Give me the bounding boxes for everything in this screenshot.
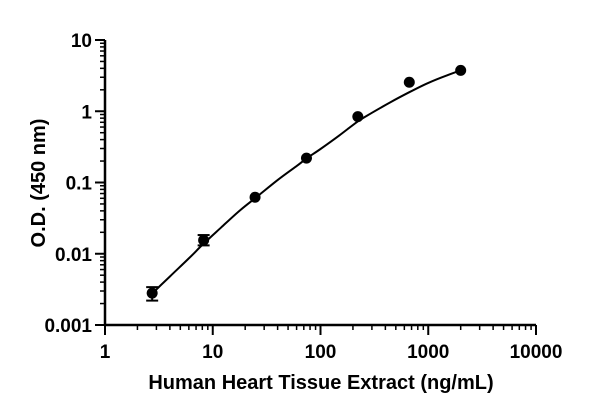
x-axis-title: Human Heart Tissue Extract (ng/mL) xyxy=(148,372,493,394)
y-ticks: 0.001 0.01 0.1 1 10 xyxy=(44,31,105,337)
x-tick-label: 10 xyxy=(202,342,223,363)
y-axis-title: O.D. (450 nm) xyxy=(28,119,50,248)
axes xyxy=(103,40,536,327)
data-point xyxy=(146,287,158,299)
data-point xyxy=(455,64,467,76)
data-point xyxy=(249,191,261,203)
x-tick-label: 10000 xyxy=(510,342,563,363)
data-point xyxy=(300,152,312,164)
data-points xyxy=(146,64,467,299)
y-tick-label: 0.01 xyxy=(55,245,92,266)
x-tick-label: 1 xyxy=(100,342,111,363)
data-point xyxy=(198,234,210,246)
fit-curve xyxy=(150,69,462,296)
y-tick-label: 0.1 xyxy=(66,174,93,195)
y-tick-label: 1 xyxy=(81,102,92,123)
x-tick-label: 1000 xyxy=(407,342,449,363)
data-point xyxy=(352,111,364,123)
x-ticks: 1 10 100 1000 10000 xyxy=(100,325,563,363)
x-tick-label: 100 xyxy=(305,342,337,363)
data-point xyxy=(403,76,415,88)
y-tick-label: 0.001 xyxy=(44,316,92,337)
y-tick-label: 10 xyxy=(71,31,92,52)
